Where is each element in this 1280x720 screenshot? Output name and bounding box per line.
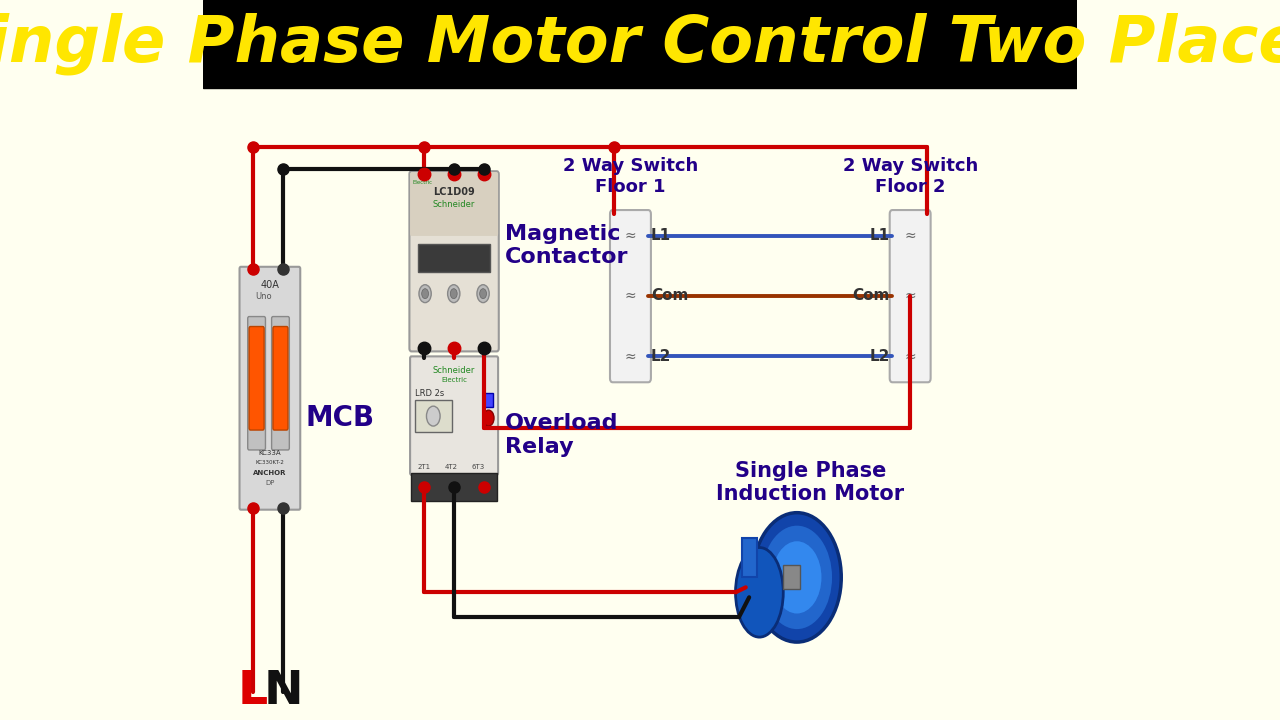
Text: L1: L1 <box>652 228 671 243</box>
Text: DP: DP <box>265 480 275 486</box>
Text: N: N <box>264 670 303 714</box>
Bar <box>783 565 800 590</box>
Circle shape <box>483 410 494 426</box>
Text: Schneider: Schneider <box>433 366 475 375</box>
FancyBboxPatch shape <box>410 172 498 236</box>
Text: MCB: MCB <box>306 404 375 432</box>
Text: 2 Way Switch
Floor 2: 2 Way Switch Floor 2 <box>842 157 978 196</box>
Text: L2: L2 <box>869 349 890 364</box>
Text: ANCHOR: ANCHOR <box>253 470 287 476</box>
Text: L1: L1 <box>869 228 890 243</box>
Text: KC330KT-2: KC330KT-2 <box>256 460 284 465</box>
Circle shape <box>426 406 440 426</box>
Ellipse shape <box>736 547 783 637</box>
Circle shape <box>480 289 486 299</box>
FancyBboxPatch shape <box>890 210 931 382</box>
Bar <box>204 0 1076 88</box>
Text: L: L <box>238 670 269 714</box>
Text: ≈: ≈ <box>905 349 916 364</box>
Text: LRD 2s: LRD 2s <box>415 389 444 397</box>
Text: Com: Com <box>852 288 890 303</box>
Bar <box>483 393 493 407</box>
Text: Electric: Electric <box>413 180 433 184</box>
Circle shape <box>421 289 429 299</box>
Text: 2T1: 2T1 <box>417 464 430 470</box>
Text: 2 Way Switch
Floor 1: 2 Way Switch Floor 1 <box>563 157 698 196</box>
FancyBboxPatch shape <box>410 171 499 351</box>
Circle shape <box>477 284 489 302</box>
Circle shape <box>451 289 457 299</box>
FancyBboxPatch shape <box>271 317 289 450</box>
Text: Schneider: Schneider <box>433 199 475 209</box>
Text: ≈: ≈ <box>905 289 916 302</box>
Text: ≈: ≈ <box>625 349 636 364</box>
Text: 40A: 40A <box>260 279 279 289</box>
FancyBboxPatch shape <box>248 317 265 450</box>
Text: ≈: ≈ <box>625 289 636 302</box>
Circle shape <box>753 513 841 642</box>
Circle shape <box>760 525 833 630</box>
Bar <box>415 400 452 432</box>
Text: Uno: Uno <box>255 292 271 301</box>
FancyBboxPatch shape <box>273 326 288 430</box>
Bar <box>419 244 490 271</box>
Text: Single Phase
Induction Motor: Single Phase Induction Motor <box>717 462 905 505</box>
Bar <box>742 538 758 577</box>
Circle shape <box>772 541 822 614</box>
Text: Electric: Electric <box>442 377 467 383</box>
FancyBboxPatch shape <box>611 210 652 382</box>
Text: L2: L2 <box>652 349 671 364</box>
Text: ≈: ≈ <box>625 229 636 243</box>
Text: 4T2: 4T2 <box>444 464 457 470</box>
FancyBboxPatch shape <box>250 326 264 430</box>
Text: ≈: ≈ <box>905 229 916 243</box>
Text: 6T3: 6T3 <box>472 464 485 470</box>
Text: Overload
Relay: Overload Relay <box>504 413 618 456</box>
Circle shape <box>448 284 460 302</box>
FancyBboxPatch shape <box>239 267 301 510</box>
Text: Magnetic
Contactor: Magnetic Contactor <box>504 225 628 268</box>
Text: Com: Com <box>652 288 689 303</box>
FancyBboxPatch shape <box>410 356 498 475</box>
Text: KC33A: KC33A <box>259 450 282 456</box>
Circle shape <box>419 284 431 302</box>
Bar <box>411 473 497 500</box>
Text: LC1D09: LC1D09 <box>433 187 475 197</box>
Text: Single Phase Motor Control Two Places: Single Phase Motor Control Two Places <box>0 12 1280 75</box>
